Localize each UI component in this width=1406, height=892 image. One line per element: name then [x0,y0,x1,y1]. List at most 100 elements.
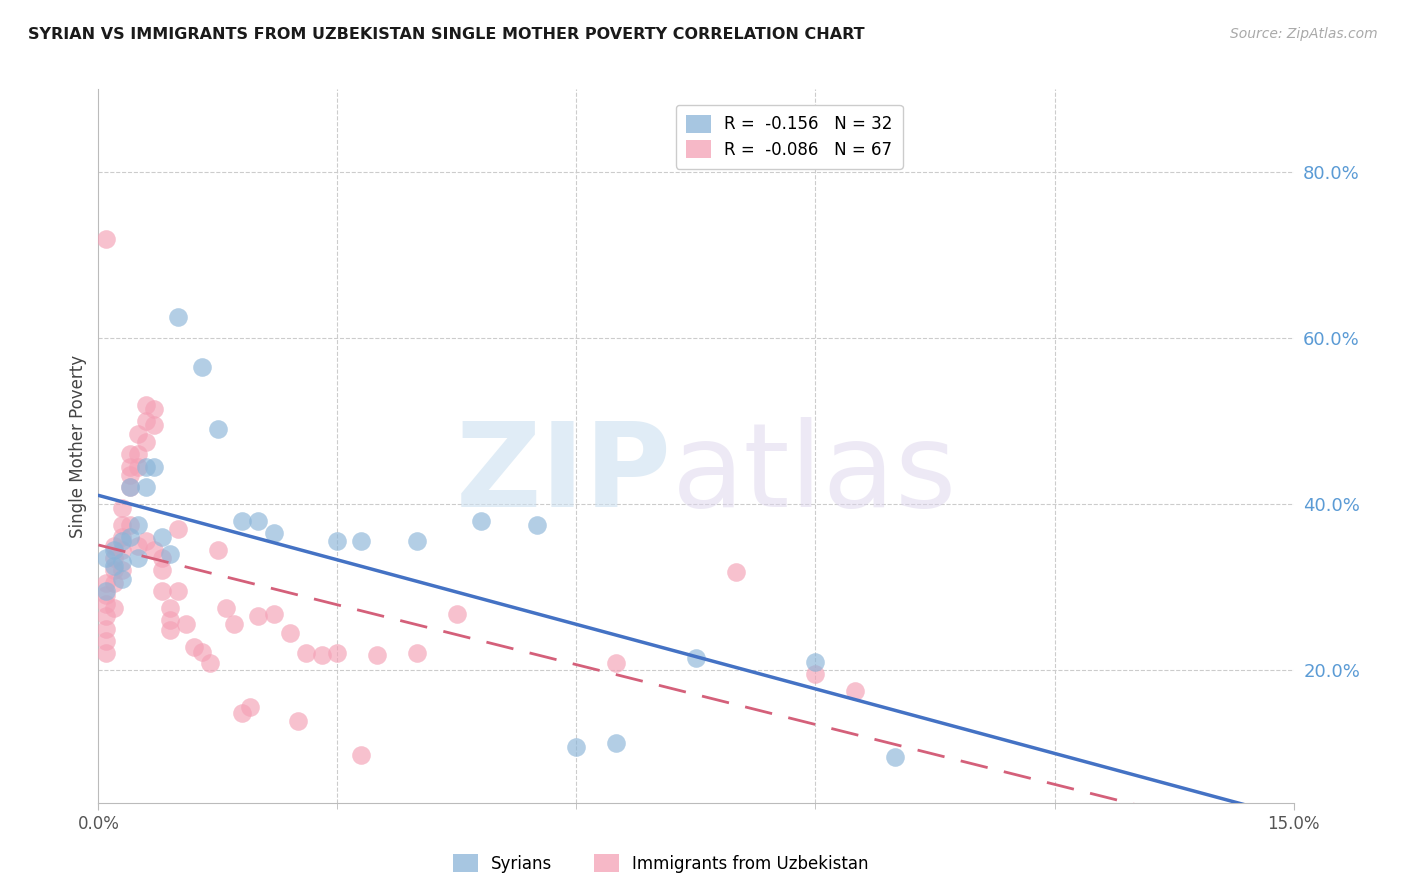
Point [135,534,157,549]
Point [191,645,214,659]
Point [96,588,118,602]
Point [191,360,214,375]
Point [111,530,134,544]
Point [350,747,373,762]
Point [207,422,229,436]
Point [804,655,827,669]
Point [127,551,149,566]
Point [127,459,149,474]
Point [150,564,173,578]
Point [111,534,134,549]
Text: atlas: atlas [672,417,957,532]
Point [406,534,429,549]
Point [127,426,149,441]
Point [135,414,157,428]
Point [111,564,134,578]
Point [150,584,173,599]
Point [120,481,142,495]
Point [844,683,866,698]
Point [287,714,309,729]
Point [103,575,125,590]
Point [135,481,157,495]
Point [127,539,149,553]
Text: ZIP: ZIP [456,417,672,532]
Point [111,501,134,516]
Point [263,526,285,541]
Y-axis label: Single Mother Poverty: Single Mother Poverty [69,354,87,538]
Point [143,459,166,474]
Point [167,522,190,536]
Point [239,700,262,714]
Point [526,517,548,532]
Point [135,459,157,474]
Point [96,575,118,590]
Point [143,418,166,433]
Point [159,600,181,615]
Point [103,542,125,557]
Point [215,600,238,615]
Point [96,584,118,599]
Point [311,648,333,662]
Point [111,572,134,586]
Point [103,551,125,566]
Point [167,310,190,325]
Point [724,565,747,579]
Point [326,647,349,661]
Point [120,517,142,532]
Legend: Syrians, Immigrants from Uzbekistan: Syrians, Immigrants from Uzbekistan [446,847,876,880]
Point [103,564,125,578]
Point [96,609,118,624]
Point [127,517,149,532]
Point [111,542,134,557]
Point [127,447,149,461]
Point [96,597,118,611]
Point [804,667,827,681]
Point [183,640,205,654]
Point [111,517,134,532]
Point [103,559,125,574]
Point [103,539,125,553]
Point [231,514,253,528]
Point [246,514,269,528]
Point [565,740,588,755]
Point [294,647,316,661]
Point [120,481,142,495]
Point [96,551,118,566]
Point [366,648,388,662]
Point [159,547,181,561]
Point [174,617,197,632]
Point [120,459,142,474]
Point [150,530,173,544]
Legend: R =  -0.156   N = 32, R =  -0.086   N = 67: R = -0.156 N = 32, R = -0.086 N = 67 [676,104,903,169]
Point [120,468,142,483]
Point [222,617,245,632]
Point [143,542,166,557]
Point [884,750,907,764]
Point [326,534,349,549]
Point [605,736,627,750]
Point [135,397,157,411]
Point [159,624,181,638]
Point [96,622,118,636]
Point [278,625,301,640]
Point [135,434,157,449]
Point [103,600,125,615]
Point [231,706,253,721]
Point [150,551,173,566]
Point [96,231,118,245]
Point [167,584,190,599]
Point [120,530,142,544]
Point [263,607,285,622]
Point [143,401,166,416]
Text: SYRIAN VS IMMIGRANTS FROM UZBEKISTAN SINGLE MOTHER POVERTY CORRELATION CHART: SYRIAN VS IMMIGRANTS FROM UZBEKISTAN SIN… [28,27,865,42]
Point [159,613,181,627]
Point [111,555,134,569]
Point [246,609,269,624]
Point [470,514,492,528]
Point [120,447,142,461]
Point [198,657,221,671]
Point [685,650,707,665]
Point [406,647,429,661]
Point [605,657,627,671]
Point [207,542,229,557]
